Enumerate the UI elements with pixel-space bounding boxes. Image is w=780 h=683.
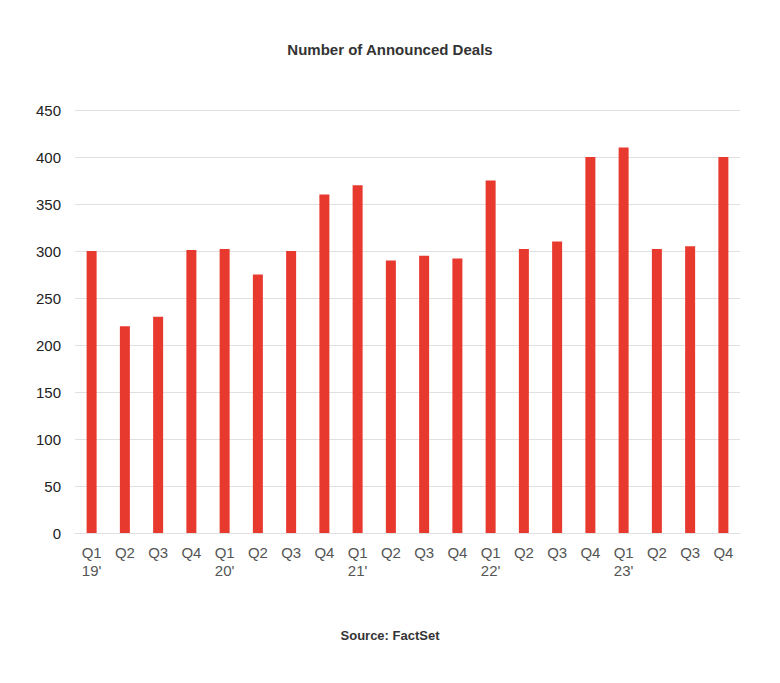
svg-text:Q2: Q2: [647, 544, 667, 561]
svg-text:21': 21': [348, 562, 368, 579]
svg-text:Q2: Q2: [115, 544, 135, 561]
svg-text:Q3: Q3: [148, 544, 168, 561]
svg-text:Q1: Q1: [82, 544, 102, 561]
svg-text:Q2: Q2: [514, 544, 534, 561]
svg-text:400: 400: [36, 149, 61, 166]
svg-text:Q4: Q4: [181, 544, 201, 561]
svg-text:Q4: Q4: [314, 544, 334, 561]
svg-text:: FactSet: : FactSet: [385, 628, 441, 643]
svg-text:Q4: Q4: [580, 544, 600, 561]
svg-text:50: 50: [44, 478, 61, 495]
svg-text:Q2: Q2: [248, 544, 268, 561]
svg-text:20': 20': [215, 562, 235, 579]
svg-text:Q1: Q1: [215, 544, 235, 561]
svg-text:Q2: Q2: [381, 544, 401, 561]
svg-text:Q1: Q1: [614, 544, 634, 561]
svg-text:Q4: Q4: [447, 544, 467, 561]
svg-text:Number of Announced Deals: Number of Announced Deals: [287, 41, 492, 58]
svg-text:Q4: Q4: [713, 544, 733, 561]
svg-text:200: 200: [36, 337, 61, 354]
svg-text:Source: Source: [341, 628, 385, 643]
svg-text:Q3: Q3: [414, 544, 434, 561]
svg-text:0: 0: [53, 525, 61, 542]
svg-text:350: 350: [36, 196, 61, 213]
svg-text:Q3: Q3: [547, 544, 567, 561]
svg-text:Q3: Q3: [281, 544, 301, 561]
svg-text:450: 450: [36, 102, 61, 119]
svg-text:Q1: Q1: [348, 544, 368, 561]
svg-text:250: 250: [36, 290, 61, 307]
svg-text:19': 19': [82, 562, 102, 579]
svg-text:Q1: Q1: [481, 544, 501, 561]
svg-text:23': 23': [614, 562, 634, 579]
svg-text:300: 300: [36, 243, 61, 260]
svg-text:150: 150: [36, 384, 61, 401]
svg-text:100: 100: [36, 431, 61, 448]
svg-text:Q3: Q3: [680, 544, 700, 561]
svg-text:22': 22': [481, 562, 501, 579]
